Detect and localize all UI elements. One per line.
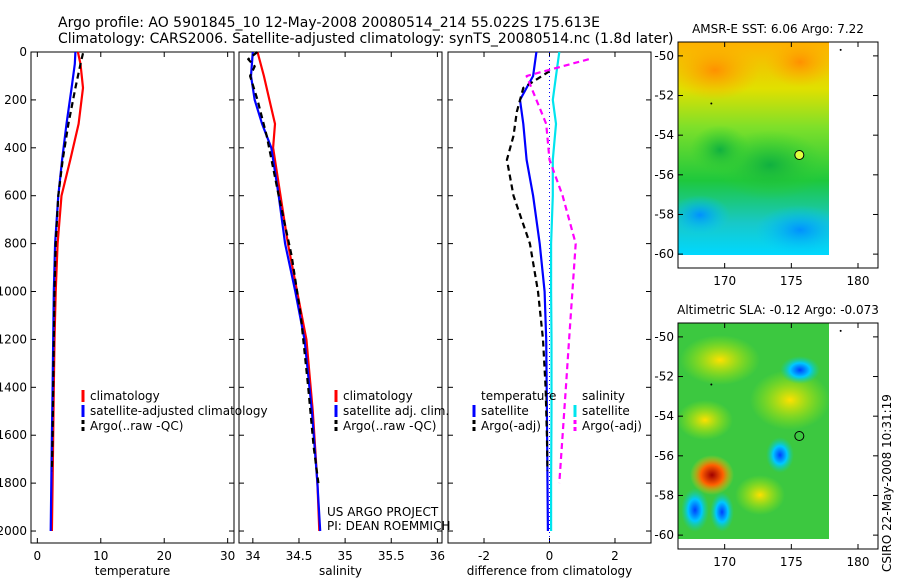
y-tick-label-amsr-e-sst-map: -58 (654, 207, 674, 221)
series-line-salinity-profile-satellite-adj-clim- (249, 51, 322, 532)
y-tick-label-altimetric-sla-map: -52 (654, 370, 674, 384)
project-note-line1: US ARGO PROJECT (327, 505, 439, 519)
legend-label-temperature-profile: satellite-adjusted climatology (90, 404, 268, 418)
map-title-amsr-e-sst-map: AMSR-E SST: 6.06 Argo: 7.22 (692, 22, 864, 36)
axis-frame-difference-profile (447, 51, 652, 544)
x-tick-label-difference-profile: -2 (478, 549, 490, 563)
x-tick-label-temperature-profile: 30 (220, 549, 235, 563)
axis-frame-amsr-e-sst-map (677, 41, 879, 269)
timestamp-vertical-label: CSIRO 22-May-2008 10:31:19 (880, 394, 894, 572)
series-line-difference-profile-temperature-satellite (518, 51, 549, 532)
series-line-difference-profile-salinity-satellite (549, 51, 561, 531)
x-tick-label-temperature-profile: 20 (157, 549, 172, 563)
sla-map-field (678, 323, 829, 539)
x-tick-label-salinity-profile: 35.5 (378, 549, 405, 563)
figure-title-line1: Argo profile: AO 5901845_10 12-May-2008 … (58, 15, 600, 31)
axis-frame-altimetric-sla-map (677, 322, 879, 550)
x-tick-label-salinity-profile: 36 (430, 549, 445, 563)
legend-title-salinity: salinity (582, 389, 625, 403)
y-tick-label-amsr-e-sst-map: -50 (654, 49, 674, 63)
legend-title-temperature: temperature (481, 389, 556, 403)
y-tick-label-altimetric-sla-map: -60 (654, 528, 674, 542)
x-tick-label-amsr-e-sst-map: 180 (847, 274, 870, 288)
legend-label-temperature: satellite (481, 404, 529, 418)
x-tick-label-amsr-e-sst-map: 170 (713, 274, 736, 288)
series-layer (49, 48, 842, 543)
axes-layer: 0 10 20 30020040060080010001200140016001800… (0, 22, 879, 578)
float-position-marker-amsr-e-sst-map (794, 150, 805, 160)
y-tick-label-altimetric-sla-map: -50 (654, 330, 674, 344)
x-tick-label-difference-profile: 2 (611, 549, 619, 563)
y-tick-label-amsr-e-sst-map: -60 (654, 247, 674, 261)
legend-label-salinity: satellite (582, 404, 630, 418)
y-tick-label-temperature-profile: 1600 (0, 428, 27, 442)
figure-title-line2: Climatology: CARS2006. Satellite-adjuste… (58, 31, 673, 47)
y-tick-label-temperature-profile: 1800 (0, 476, 27, 490)
island-dot-amsr-e-sst-map (710, 102, 713, 105)
x-tick-label-amsr-e-sst-map: 175 (780, 274, 803, 288)
x-tick-label-salinity-profile: 35 (337, 549, 352, 563)
x-axis-label-temperature-profile: temperature (95, 564, 170, 578)
island-dot-altimetric-sla-map (839, 329, 842, 332)
island-dot-altimetric-sla-map (710, 383, 713, 386)
y-tick-label-amsr-e-sst-map: -54 (654, 128, 674, 142)
axis-frame-temperature-profile (30, 51, 235, 544)
series-line-temperature-profile-argo-raw-qc- (50, 52, 85, 472)
y-tick-label-temperature-profile: 1200 (0, 332, 27, 346)
series-line-salinity-profile-climatology (256, 51, 321, 532)
x-axis-label-difference-profile: difference from climatology (467, 564, 633, 578)
island-dot-amsr-e-sst-map (839, 48, 842, 51)
axis-frame-salinity-profile (238, 51, 443, 544)
series-line-salinity-profile-argo-raw-qc- (247, 51, 320, 484)
legend-label-salinity-profile: Argo(..raw -QC) (343, 419, 436, 433)
y-tick-label-altimetric-sla-map: -56 (654, 449, 674, 463)
map-title-altimetric-sla-map: Altimetric SLA: -0.12 Argo: -0.073 (677, 303, 879, 317)
series-line-difference-profile-temperature-argo-adj- (505, 70, 551, 472)
x-tick-label-difference-profile: 0 (546, 549, 554, 563)
x-tick-label-salinity-profile: 34.5 (286, 549, 313, 563)
y-tick-label-temperature-profile: 200 (4, 93, 27, 107)
y-tick-label-altimetric-sla-map: -54 (654, 409, 674, 423)
y-tick-label-altimetric-sla-map: -58 (654, 488, 674, 502)
x-tick-label-temperature-profile: 0 (34, 549, 42, 563)
legend-label-salinity-profile: satellite adj. clim. (343, 404, 449, 418)
y-tick-label-temperature-profile: 1000 (0, 285, 27, 299)
y-tick-label-temperature-profile: 0 (19, 45, 27, 59)
y-tick-label-temperature-profile: 1400 (0, 380, 27, 394)
legend-label-temperature-profile: Argo(..raw -QC) (90, 419, 183, 433)
x-tick-label-salinity-profile: 34 (245, 549, 260, 563)
x-tick-label-temperature-profile: 10 (93, 549, 108, 563)
float-position-marker-altimetric-sla-map (794, 431, 805, 441)
series-line-difference-profile-salinity-argo-adj- (525, 58, 590, 484)
y-tick-label-amsr-e-sst-map: -52 (654, 89, 674, 103)
legend-label-salinity: Argo(-adj) (582, 419, 642, 433)
legend-label-temperature: Argo(-adj) (481, 419, 541, 433)
y-tick-label-amsr-e-sst-map: -56 (654, 168, 674, 182)
legend-label-temperature-profile: climatology (90, 389, 160, 403)
project-note-line2: PI: DEAN ROEMMICH (327, 519, 450, 533)
sst-map-field (678, 42, 829, 255)
legend-label-salinity-profile: climatology (343, 389, 413, 403)
x-tick-label-altimetric-sla-map: 170 (713, 555, 736, 569)
x-tick-label-altimetric-sla-map: 175 (780, 555, 803, 569)
y-tick-label-temperature-profile: 800 (4, 237, 27, 251)
y-tick-label-temperature-profile: 600 (4, 189, 27, 203)
y-tick-label-temperature-profile: 400 (4, 141, 27, 155)
x-tick-label-altimetric-sla-map: 180 (847, 555, 870, 569)
x-axis-label-salinity-profile: salinity (319, 564, 362, 578)
y-tick-label-temperature-profile: 2000 (0, 524, 27, 538)
